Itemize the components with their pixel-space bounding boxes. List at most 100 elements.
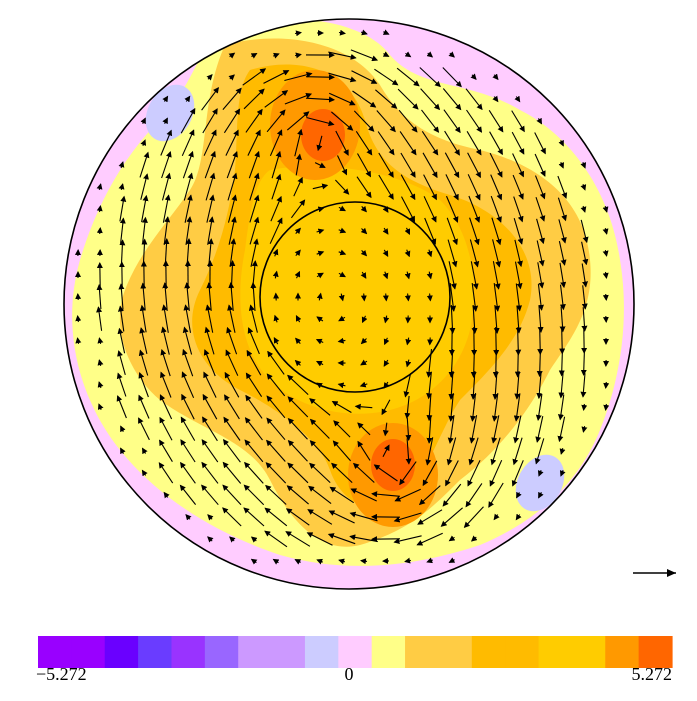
vector-arrow: [245, 372, 263, 397]
vector-arrow: [180, 439, 196, 463]
colorbar-swatch: [71, 636, 106, 668]
vector-arrow: [399, 461, 417, 486]
lower-dark-orange-spot: [371, 439, 415, 491]
vector-arrow: [374, 68, 399, 86]
vector-arrow: [557, 416, 566, 443]
colorbar-min-label: −5.272: [36, 664, 87, 684]
vector-arrow: [329, 486, 355, 504]
vector-arrow: [421, 130, 439, 156]
vector-arrow: [535, 197, 546, 222]
vector-arrow: [377, 131, 395, 156]
vector-arrow: [228, 52, 236, 59]
vector-arrow: [266, 417, 286, 441]
vector-arrow: [272, 52, 280, 59]
colorbar-swatch: [238, 636, 273, 668]
vector-arrow: [140, 139, 147, 147]
vector-arrow: [512, 174, 524, 200]
vector-arrow: [160, 371, 172, 398]
vector-arrow: [116, 395, 127, 419]
vector-arrow: [396, 67, 420, 87]
vector-arrow: [250, 558, 258, 565]
vector-arrow: [404, 51, 412, 58]
vector-arrow: [96, 205, 103, 213]
vector-arrow: [493, 513, 500, 521]
vector-arrow: [179, 484, 197, 505]
vector-arrow: [511, 131, 525, 155]
vector-arrow: [266, 373, 286, 397]
vector-arrow: [382, 51, 390, 57]
arrow-right-icon: [633, 569, 676, 577]
vector-arrow: [223, 416, 241, 441]
vector-arrow: [184, 194, 193, 223]
vector-arrow: [350, 49, 379, 62]
vector-arrow: [602, 293, 609, 301]
colorbar-swatch: [138, 636, 173, 668]
vector-arrow: [536, 371, 543, 400]
colorbar-swatch: [171, 636, 206, 668]
vector-arrow: [580, 184, 587, 191]
vector-arrow: [581, 285, 588, 310]
vector-arrow: [294, 270, 301, 279]
vector-arrow: [448, 348, 455, 378]
vector-arrow: [492, 261, 501, 290]
vector-arrow: [287, 396, 309, 418]
vector-arrow: [284, 92, 313, 105]
vector-arrow: [248, 150, 260, 179]
vector-arrow: [404, 227, 411, 236]
vector-arrow: [265, 484, 287, 505]
vector-arrow: [536, 117, 542, 125]
vector-arrow: [316, 360, 324, 367]
vector-arrow: [266, 395, 286, 419]
vector-arrow: [309, 418, 330, 439]
vector-arrow: [557, 197, 567, 222]
vector-arrow: [471, 283, 479, 312]
vector-arrow: [161, 151, 172, 179]
vector-arrow: [225, 129, 239, 156]
vector-arrow: [337, 382, 346, 389]
vector-arrow: [404, 249, 411, 258]
vector-arrow: [203, 129, 217, 156]
central-region: [240, 166, 474, 414]
vector-arrow: [328, 72, 357, 83]
vector-arrow: [247, 129, 261, 156]
upper-left-blue-spot: [145, 84, 195, 142]
vector-arrow: [161, 304, 169, 333]
vector-arrow: [75, 337, 82, 344]
vector-arrow: [293, 176, 303, 197]
vector-arrow: [405, 359, 412, 368]
vector-arrow: [201, 87, 219, 111]
vector-arrow: [534, 153, 546, 177]
vector-arrow: [445, 460, 459, 487]
vector-arrow: [399, 131, 417, 156]
vector-arrow: [489, 459, 503, 487]
vector-arrow: [515, 305, 522, 334]
vector-arrow: [285, 531, 311, 547]
vector-arrow: [488, 110, 504, 133]
colorbar-swatch: [204, 636, 239, 668]
vector-arrow: [287, 374, 309, 396]
vector-arrow: [397, 88, 419, 110]
vector-arrow: [404, 557, 412, 564]
vector-arrow: [242, 68, 267, 86]
vector-arrow: [359, 381, 368, 388]
vector-arrow: [272, 270, 279, 279]
vector-arrow: [448, 51, 455, 58]
vector-arrow: [559, 447, 566, 455]
vector-arrow: [447, 239, 458, 268]
vector-arrow: [419, 67, 441, 88]
vector-arrow: [469, 393, 477, 422]
vector-arrow: [398, 109, 418, 133]
colorbar-swatch: [471, 636, 506, 668]
vector-arrow: [139, 304, 147, 333]
vector-arrow: [162, 117, 168, 125]
vector-arrow: [465, 483, 483, 508]
vector-arrow: [294, 128, 303, 157]
vector-arrow: [328, 92, 356, 106]
vector-arrow: [404, 395, 411, 419]
vector-arrow: [375, 89, 398, 109]
vector-arrow: [314, 162, 326, 168]
vector-arrow: [160, 326, 170, 355]
vector-arrow: [270, 195, 282, 222]
vector-arrow: [140, 117, 146, 125]
vector-arrow: [228, 216, 237, 245]
